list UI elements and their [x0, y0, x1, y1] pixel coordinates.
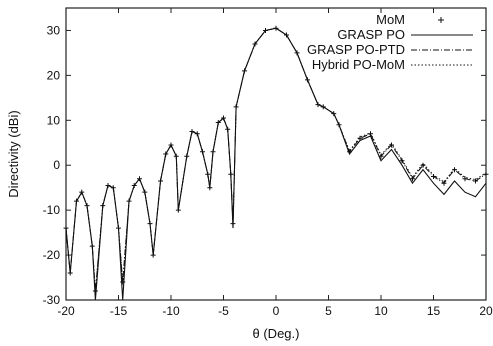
x-tick-label: 0 [273, 304, 280, 318]
x-tick-label: 15 [427, 304, 441, 318]
series-mom [63, 25, 489, 294]
x-tick-label: -10 [162, 304, 180, 318]
legend-label: MoM [376, 12, 405, 27]
y-tick-label: 0 [53, 158, 60, 172]
series-hybrid-po-mom-line [65, 27, 487, 292]
x-tick-label: -5 [218, 304, 229, 318]
legend-label: Hybrid PO-MoM [312, 57, 405, 72]
y-axis-label: Directivity (dBi) [6, 110, 21, 197]
y-tick-label: 30 [47, 23, 61, 37]
x-tick-label: 10 [374, 304, 388, 318]
x-tick-label: 5 [325, 304, 332, 318]
y-tick-label: -30 [43, 293, 61, 307]
y-tick-label: 10 [47, 113, 61, 127]
x-axis-label: θ (Deg.) [253, 326, 300, 341]
y-tick-label: 20 [47, 68, 61, 82]
x-tick-label: -20 [57, 304, 75, 318]
plot-frame [65, 7, 487, 301]
y-tick-label: -10 [43, 203, 61, 217]
x-tick-label: 20 [479, 304, 493, 318]
series-grasp-po-ptd-line [65, 27, 487, 292]
legend-label: GRASP PO-PTD [307, 42, 405, 57]
series-layer [63, 25, 489, 301]
y-tick-label: -20 [43, 248, 61, 262]
legend-label: GRASP PO [337, 27, 405, 42]
legend-marker [438, 17, 444, 23]
x-tick-label: -15 [110, 304, 128, 318]
